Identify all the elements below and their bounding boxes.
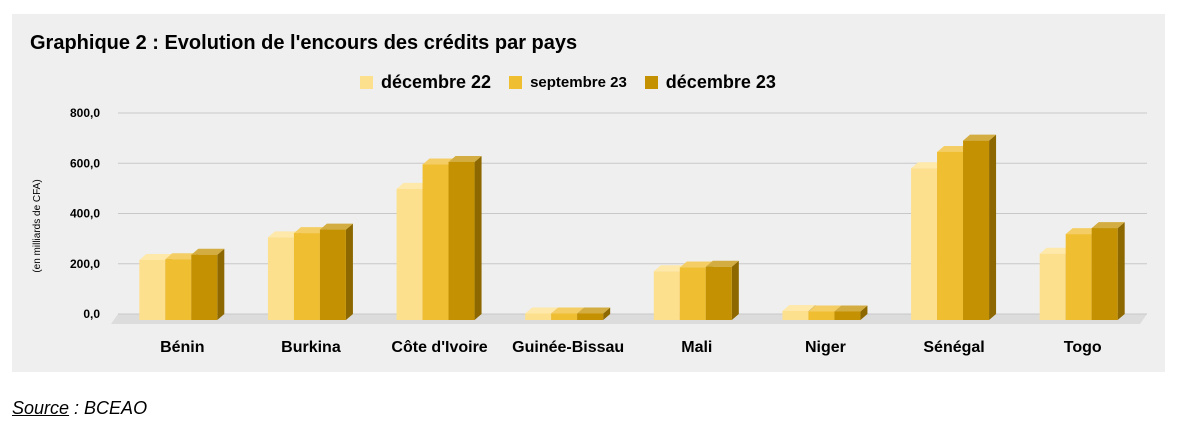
x-tick-label: Guinée-Bissau	[512, 339, 624, 356]
bar-niger-decembre-22-top	[782, 304, 816, 311]
bar-niger-decembre-23-top	[834, 305, 868, 312]
source-label: Source	[12, 398, 70, 418]
bar-guinee-bissau-septembre-23-top	[551, 307, 585, 314]
bar-cote-d-ivoire-decembre-22-top	[396, 182, 430, 189]
bar-guinee-bissau-decembre-22	[525, 313, 552, 320]
bar-togo-septembre-23-top	[1065, 228, 1099, 235]
bar-cote-d-ivoire-septembre-23	[422, 164, 449, 320]
bar-niger-decembre-23-side	[860, 305, 868, 320]
bar-guinee-bissau-decembre-23	[577, 313, 604, 320]
bar-mali-septembre-23-top	[679, 261, 713, 268]
legend-label: décembre 22	[381, 71, 492, 92]
plot-floor	[111, 314, 1147, 324]
bar-benin-septembre-23	[165, 259, 192, 320]
bar-mali-septembre-23	[679, 267, 706, 320]
bar-mali-decembre-23-side	[731, 260, 739, 320]
source-note: Source : BCEAO	[12, 398, 147, 419]
bar-guinee-bissau-septembre-23	[551, 313, 578, 320]
bar-benin-decembre-23-side	[217, 248, 225, 320]
bar-togo-septembre-23	[1065, 234, 1092, 320]
bar-burkina-septembre-23	[293, 233, 320, 320]
bar-guinee-bissau-decembre-23-top	[577, 307, 611, 314]
source-text: : BCEAO	[69, 398, 148, 418]
bar-cote-d-ivoire-decembre-22	[396, 188, 423, 320]
bar-senegal-decembre-22	[911, 168, 938, 320]
bar-burkina-decembre-22-top	[267, 231, 301, 238]
bar-niger-decembre-23	[834, 311, 861, 320]
bar-burkina-decembre-23	[319, 229, 346, 320]
legend-label: septembre 23	[530, 73, 627, 91]
bar-cote-d-ivoire-septembre-23-top	[422, 158, 456, 165]
x-tick-label: Burkina	[281, 339, 341, 356]
x-tick-label: Togo	[1064, 339, 1102, 356]
bar-benin-decembre-22-top	[139, 253, 173, 260]
legend-swatch	[644, 75, 658, 89]
bar-senegal-septembre-23-top	[937, 145, 971, 152]
y-tick-label: 800,0	[70, 106, 100, 120]
legend-item-septembre-23: septembre 23	[509, 74, 627, 91]
bar-burkina-septembre-23-top	[293, 227, 327, 234]
bar-benin-septembre-23-top	[165, 253, 199, 260]
x-tick-label: Bénin	[160, 339, 204, 356]
bar-benin-decembre-22	[139, 259, 166, 320]
bar-senegal-decembre-23-top	[963, 134, 997, 141]
bar-mali-decembre-23-top	[705, 260, 739, 267]
y-tick-label: 0,0	[83, 307, 100, 321]
y-axis-label: (en milliards de CFA)	[32, 179, 43, 272]
bar-niger-septembre-23	[808, 311, 835, 320]
bar-senegal-decembre-23	[963, 140, 990, 320]
bar-senegal-septembre-23	[937, 151, 964, 320]
chart-legend: décembre 22 septembre 23 décembre 23	[360, 70, 794, 94]
chart-title: Graphique 2 : Evolution de l'encours des…	[30, 32, 578, 54]
bar-burkina-decembre-23-top	[319, 223, 353, 230]
bar-togo-decembre-23	[1091, 228, 1118, 320]
legend-swatch	[360, 75, 373, 89]
legend-item-decembre-22: décembre 22	[360, 72, 491, 93]
y-tick-label: 400,0	[70, 207, 100, 221]
legend-label: décembre 23	[665, 71, 776, 92]
bar-togo-decembre-22	[1039, 253, 1066, 320]
bar-mali-decembre-22-top	[653, 265, 687, 272]
bar-guinee-bissau-decembre-23-side	[603, 307, 611, 320]
y-tick-label: 600,0	[70, 156, 100, 170]
bar-cote-d-ivoire-decembre-23	[448, 161, 475, 320]
y-tick-label: 200,0	[70, 257, 100, 271]
bar-senegal-decembre-23-side	[989, 134, 997, 320]
bar-niger-septembre-23-top	[808, 305, 842, 312]
bar-cote-d-ivoire-decembre-23-top	[448, 155, 482, 162]
bar-senegal-decembre-22-top	[911, 162, 945, 169]
bar-guinee-bissau-decembre-22-top	[525, 307, 559, 314]
x-tick-label: Sénégal	[923, 339, 984, 356]
bar-niger-decembre-22	[782, 310, 809, 320]
bar-mali-decembre-22	[653, 271, 680, 320]
bar-togo-decembre-23-top	[1091, 222, 1125, 229]
bar-togo-decembre-23-side	[1117, 222, 1125, 320]
bar-burkina-decembre-23-side	[345, 223, 353, 320]
bar-mali-decembre-23	[705, 266, 732, 320]
x-tick-label: Mali	[681, 339, 712, 356]
x-tick-label: Niger	[805, 339, 846, 356]
bar-cote-d-ivoire-decembre-23-side	[474, 155, 482, 320]
bar-benin-decembre-23	[191, 254, 218, 320]
bar-burkina-decembre-22	[267, 237, 294, 320]
x-tick-label: Côte d'Ivoire	[391, 339, 487, 356]
bar-togo-decembre-22-top	[1039, 247, 1073, 254]
legend-item-decembre-23: décembre 23	[644, 71, 776, 93]
legend-swatch	[509, 75, 523, 89]
bar-benin-decembre-23-top	[191, 248, 225, 255]
